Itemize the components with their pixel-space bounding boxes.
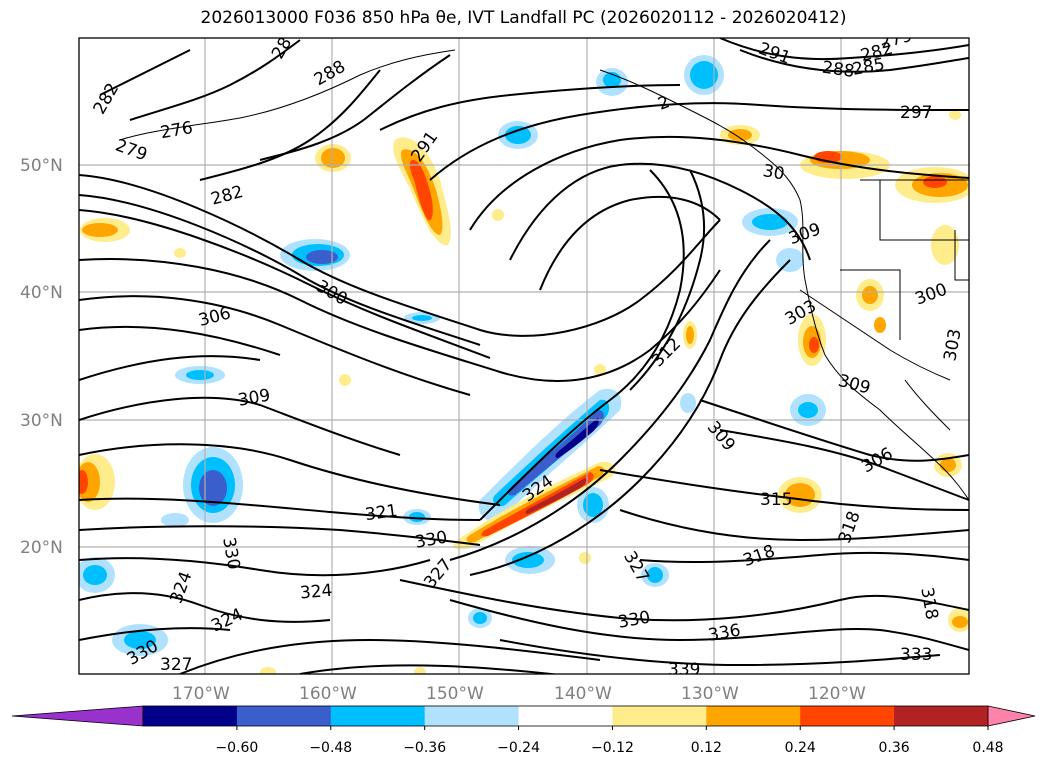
negative-blob [412,315,432,321]
colorbar-extend-low [11,705,144,727]
positive-blob [686,326,694,344]
negative-band-strong [507,410,604,496]
lon-label: 150°W [426,684,484,704]
positive-blob [874,317,886,333]
colorbar-cell [236,706,332,726]
lat-label: 50°N [20,156,63,176]
colorbar-cell [894,706,989,726]
positive-blob [492,209,504,221]
negative-blob [690,61,718,89]
positive-blob [862,286,878,304]
negative-blob [124,631,156,649]
contour-label: 333 [900,645,932,665]
colorbar-tick-label: −0.60 [215,740,258,756]
colorbar-tick-label: −0.12 [591,740,634,756]
positive-blob [260,667,276,674]
theta-e-contours [79,38,969,674]
positive-blob [414,667,426,674]
positive-blob [923,176,947,188]
colorbar-cell [424,706,520,726]
colorbar-cell [800,706,895,726]
colorbar-extend-high [987,705,1036,727]
latitude-labels: 50°N 40°N 30°N 20°N [20,156,63,558]
positive-blob [321,148,345,168]
negative-blob [409,512,425,522]
negative-blob [161,513,189,527]
negative-blob [199,470,227,506]
lat-label: 20°N [20,538,63,558]
contour-label: 321 [364,501,399,525]
contour-label: 30 [761,161,786,184]
positive-blob [728,129,752,141]
colorbar-cell [706,706,801,726]
colorbar: −0.60 −0.48 −0.36 −0.24 −0.12 0.12 0.24 0.36 0.4… [11,705,1036,756]
positive-blob [949,110,961,120]
colorbar-tick-label: 0.36 [879,740,910,756]
lon-label: 120°W [808,684,866,704]
positive-blob [809,337,819,353]
positive-blob [79,470,88,494]
positive-band-max [525,478,587,514]
positive-blob [339,374,351,386]
contour-label: 315 [760,490,792,510]
negative-blob [512,552,544,568]
negative-blob [647,567,663,583]
graticule [79,38,969,674]
positive-blob [174,248,186,258]
positive-blob [952,616,968,628]
negative-blob [798,402,818,418]
negative-blob [83,565,107,585]
negative-blob [306,250,338,264]
negative-blob [680,393,696,413]
colorbar-tick-label: 0.24 [785,740,816,756]
negative-blob [505,126,531,144]
positive-gulf-strong [409,159,433,221]
colorbar-tick-label: 0.48 [972,740,1003,756]
longitude-labels: 170°W 160°W 150°W 140°W 130°W 120°W [172,684,866,704]
map-title: 2026013000 F036 850 hPa θe, IVT Landfall… [200,8,847,28]
negative-blob [473,612,487,624]
coastlines [119,49,969,501]
positive-blob [82,223,118,237]
contour-label: 297 [900,103,932,123]
negative-band-max [555,418,599,458]
colorbar-outline [142,705,989,727]
pc-shading-layer [79,55,969,674]
plot-frame [78,37,970,675]
contour-label: 327 [160,655,192,675]
colorbar-cell [612,706,707,726]
lon-label: 160°W [299,684,357,704]
lon-label: 130°W [681,684,739,704]
colorbar-cell [518,706,613,726]
lon-label: 140°W [554,684,612,704]
contour-label: 324 [299,581,333,604]
positive-blob [931,225,959,265]
negative-blob [186,370,214,380]
positive-blob [594,364,606,376]
positive-blob [940,458,956,472]
colorbar-tick-label: 0.12 [691,740,722,756]
colorbar-cell [330,706,426,726]
contour-label: 288 [821,58,856,82]
colorbar-tick-label: −0.24 [497,740,540,756]
negative-blob [583,493,603,517]
negative-blob [752,214,788,230]
colorbar-tick-label: −0.48 [309,740,352,756]
lon-label: 170°W [172,684,230,704]
contour-label: 339 [668,660,700,680]
positive-blob [579,552,591,564]
lat-label: 30°N [20,411,63,431]
colorbar-cell [143,706,238,726]
lat-label: 40°N [20,283,63,303]
colorbar-tick-label: −0.36 [403,740,446,756]
